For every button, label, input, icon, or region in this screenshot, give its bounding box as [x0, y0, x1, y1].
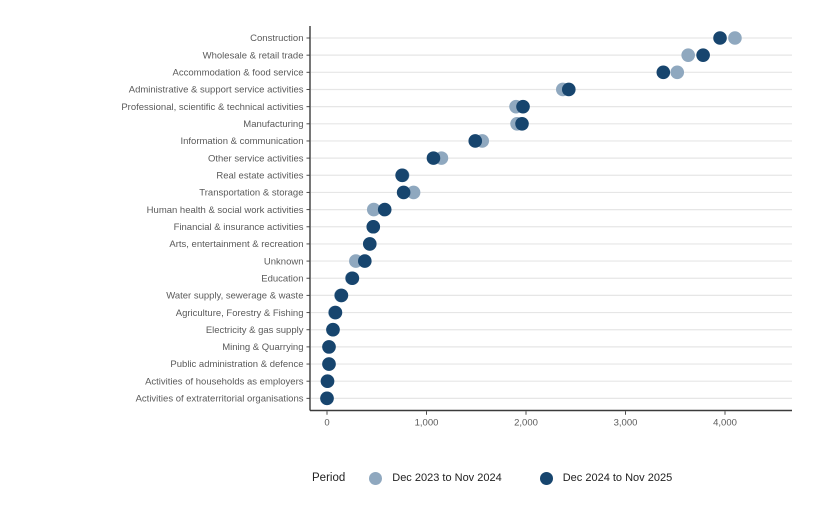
data-point-dec2024-nov2025 [320, 374, 335, 389]
y-axis-label: Administrative & support service activit… [129, 85, 304, 96]
legend-label: Dec 2024 to Nov 2025 [562, 472, 673, 484]
data-point-dec2024-nov2025 [516, 99, 530, 114]
y-axis-label: Water supply, sewerage & waste [166, 291, 303, 302]
data-point-dec2024-nov2025 [395, 168, 409, 183]
data-point-dec2024-nov2025 [656, 65, 671, 80]
y-axis-label: Human health & social work activities [147, 205, 304, 216]
y-axis-label: Wholesale & retail trade [203, 50, 304, 61]
data-point-dec2024-nov2025 [328, 305, 343, 320]
legend-dot-icon [539, 471, 553, 485]
data-point-dec2023-nov2024 [681, 48, 695, 62]
y-axis-label: Financial & insurance activities [174, 222, 304, 233]
data-point-dec2024-nov2025 [320, 391, 334, 406]
data-point-dec2024-nov2025 [377, 202, 392, 217]
data-point-dec2024-nov2025 [366, 219, 381, 234]
legend-item-period-1: Dec 2023 to Nov 2024 [369, 471, 502, 485]
chart-legend: Period Dec 2023 to Nov 2024 Dec 2024 to … [312, 463, 672, 493]
y-axis-label: Manufacturing [243, 119, 303, 130]
y-axis-label: Other service activities [208, 153, 304, 164]
data-point-dec2023-nov2024 [406, 185, 421, 200]
data-point-dec2024-nov2025 [396, 185, 411, 200]
data-point-dec2024-nov2025 [515, 117, 529, 131]
data-point-dec2024-nov2025 [713, 31, 727, 45]
x-tick-label: 1,000 [415, 418, 439, 429]
y-axis-label: Education [261, 273, 303, 284]
dot-plot-canvas: Construction Wholesale & retail trade Acco… [121, 26, 792, 429]
y-axis-label: Agriculture, Forestry & Fishing [176, 308, 304, 319]
y-axis-label: Accommodation & food service [173, 68, 304, 79]
data-point-dec2024-nov2025 [696, 48, 710, 62]
x-tick-label: 4,000 [713, 418, 737, 429]
x-tick-label: 0 [324, 418, 329, 429]
data-point-dec2024-nov2025 [468, 134, 483, 148]
data-point-dec2024-nov2025 [345, 271, 360, 286]
y-axis-label: Information & communication [180, 136, 303, 147]
y-axis-label: Arts, entertainment & recreation [169, 239, 303, 250]
legend-dot-icon [369, 471, 383, 485]
y-axis-label: Construction [250, 33, 303, 44]
y-axis-label: Electricity & gas supply [206, 325, 304, 336]
data-point-dec2024-nov2025 [334, 288, 349, 303]
dot-plot-chart: Construction Wholesale & retail trade Acco… [121, 26, 792, 429]
y-axis-label: Mining & Quarrying [222, 342, 303, 353]
data-point-dec2024-nov2025 [358, 254, 372, 268]
data-point-dec2024-nov2025 [326, 322, 340, 337]
y-axis-label: Transportation & storage [199, 188, 303, 199]
data-point-dec2023-nov2024 [728, 31, 742, 45]
x-tick-label: 3,000 [614, 418, 638, 429]
y-axis-label: Unknown [264, 256, 304, 267]
data-point-dec2024-nov2025 [322, 340, 336, 354]
y-axis-label: Activities of households as employers [145, 376, 304, 387]
legend-label: Dec 2023 to Nov 2024 [392, 472, 502, 484]
data-point-dec2023-nov2024 [366, 202, 381, 217]
y-axis-label: Public administration & defence [170, 359, 303, 370]
x-tick-label: 2,000 [514, 418, 538, 429]
y-axis-label: Activities of extraterritorial organisat… [136, 394, 304, 405]
data-point-dec2024-nov2025 [426, 151, 441, 165]
y-axis-label: Real estate activities [216, 170, 303, 181]
data-point-dec2024-nov2025 [561, 82, 576, 97]
legend-item-period-2: Dec 2024 to Nov 2025 [539, 471, 673, 485]
data-point-dec2024-nov2025 [362, 237, 377, 251]
data-point-dec2024-nov2025 [322, 357, 336, 371]
legend-title: Period [312, 472, 346, 484]
y-axis-label: Professional, scientific & technical act… [121, 102, 303, 113]
data-point-dec2023-nov2024 [670, 65, 685, 80]
